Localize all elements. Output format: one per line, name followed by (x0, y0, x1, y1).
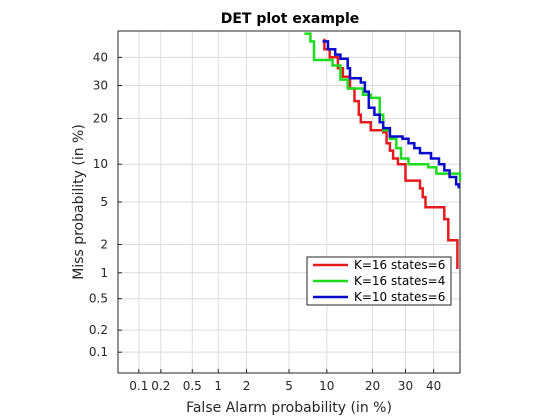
y-axis-label: Miss probability (in %) (71, 124, 87, 280)
legend-entry: K=10 states=6 (354, 290, 445, 304)
series-line-2 (304, 32, 462, 181)
series-group (304, 32, 462, 269)
grid (118, 31, 460, 373)
y-tick-label: 30 (93, 79, 108, 93)
y-tick-label: 10 (93, 157, 108, 171)
x-tick-label: 0.2 (151, 379, 170, 393)
y-tick-label: 0.1 (89, 345, 108, 359)
y-tick-label: 5 (100, 195, 108, 209)
y-tick-label: 40 (93, 50, 108, 64)
x-tick-label: 5 (285, 379, 293, 393)
chart-title: DET plot example (221, 11, 360, 27)
y-tick-label: 2 (100, 237, 108, 251)
x-tick-label: 2 (243, 379, 251, 393)
legend: K=16 states=6 K=16 states=4 K=10 states=6 (306, 256, 452, 306)
x-tick-label: 10 (319, 379, 334, 393)
y-tick-label: 1 (100, 266, 108, 280)
x-tick-label: 1 (214, 379, 222, 393)
x-tick-label: 0.1 (129, 379, 148, 393)
x-tick-label: 30 (398, 379, 413, 393)
y-tick-label: 0.5 (89, 292, 108, 306)
x-tick-label: 40 (426, 379, 441, 393)
legend-entry: K=16 states=4 (354, 274, 445, 288)
x-axis-label: False Alarm probability (in %) (186, 400, 392, 416)
y-tick-label: 0.2 (89, 323, 108, 337)
x-tick-label: 0.5 (183, 379, 202, 393)
series-line-3 (322, 40, 460, 189)
x-tick-label: 20 (365, 379, 380, 393)
y-tick-label: 20 (93, 111, 108, 125)
series-line-1 (323, 38, 459, 269)
legend-entry: K=16 states=6 (354, 258, 445, 272)
